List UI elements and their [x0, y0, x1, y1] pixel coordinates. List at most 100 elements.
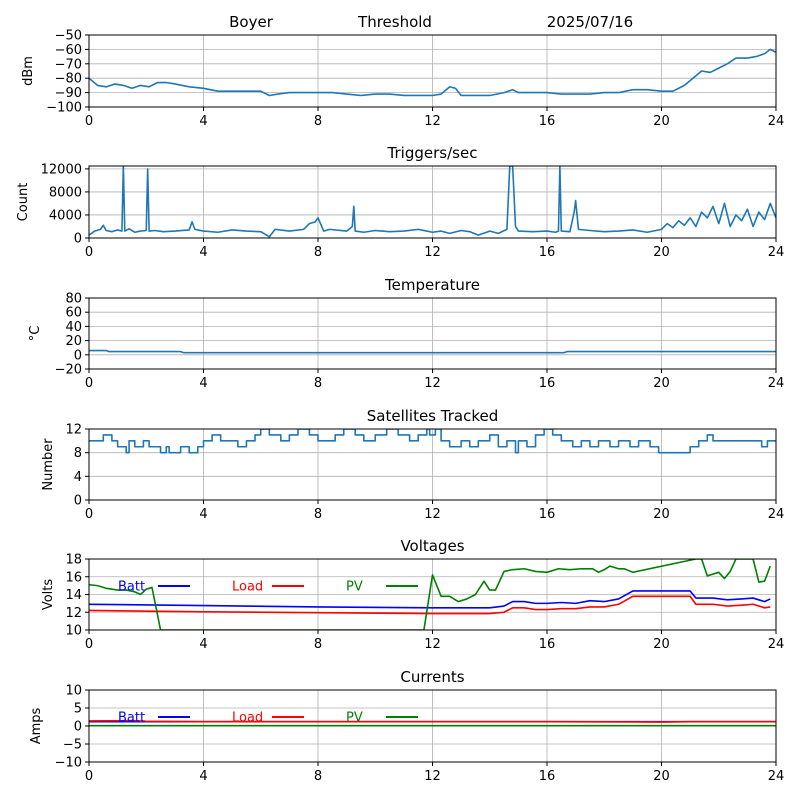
y-tick-label: 60 — [65, 306, 82, 321]
y-tick-label: −90 — [55, 86, 82, 101]
series-line-pv — [89, 559, 772, 630]
y-axis-label: Number — [41, 438, 56, 491]
y-tick-label: 0 — [74, 494, 82, 509]
series-line-temperature — [89, 349, 776, 354]
y-tick-label: −70 — [55, 57, 82, 72]
legend-label-batt: Batt — [118, 580, 145, 595]
y-tick-label: −50 — [55, 29, 82, 44]
x-tick-label: 0 — [85, 114, 93, 129]
x-tick-label: 12 — [424, 376, 441, 391]
x-tick-label: 12 — [424, 245, 441, 260]
series-line-satellites — [89, 429, 776, 454]
x-tick-label: 8 — [314, 114, 322, 129]
y-tick-label: 8 — [74, 446, 82, 461]
x-tick-label: 4 — [199, 114, 207, 129]
panel-threshold: 0 4 8 12 16 20 24 −100−90−80−70−60−50 dBm — [21, 29, 784, 130]
y-tick-label: −5 — [63, 738, 82, 753]
y-axis-label: dBm — [21, 56, 36, 86]
x-tick-label: 20 — [653, 769, 670, 784]
panel-title: Triggers/sec — [387, 144, 478, 162]
y-tick-label: −60 — [55, 43, 82, 58]
x-tick-label: 24 — [768, 114, 785, 129]
series-line-load — [89, 595, 771, 615]
x-tick-label: 16 — [539, 637, 556, 652]
panel-voltages: 0 4 8 12 16 20 24 10 12 14 16 18 Voltages Volts Batt Lo… — [41, 537, 784, 652]
y-tick-label: 40 — [65, 320, 82, 335]
y-axis-label: Volts — [41, 579, 56, 611]
header-mode: Threshold — [357, 13, 432, 31]
legend-label-load: Load — [232, 580, 263, 595]
x-tick-label: 24 — [768, 507, 785, 522]
y-tick-label: 20 — [65, 334, 82, 349]
x-tick-label: 4 — [199, 376, 207, 391]
y-tick-label: 12 — [65, 606, 82, 621]
panel-triggers: 0 4 8 12 16 20 24 0 4000 8000 12000 Triggers/sec Cou… — [16, 144, 784, 260]
y-tick-label: 10 — [65, 684, 82, 699]
x-tick-label: 4 — [199, 769, 207, 784]
series-group — [89, 48, 776, 97]
x-tick-label: 8 — [314, 637, 322, 652]
y-tick-label: 14 — [65, 588, 82, 603]
legend-label-pv: PV — [346, 580, 363, 595]
series-group — [89, 349, 776, 354]
series-line-triggers — [89, 166, 776, 238]
x-tick-label: 8 — [314, 245, 322, 260]
x-tick-label: 16 — [539, 507, 556, 522]
x-tick-label: 20 — [653, 637, 670, 652]
x-tick-label: 0 — [85, 507, 93, 522]
x-tick-label: 12 — [424, 114, 441, 129]
x-tick-label: 16 — [539, 769, 556, 784]
x-tick-label: 0 — [85, 769, 93, 784]
y-tick-label: 10 — [65, 624, 82, 639]
x-tick-label: 20 — [653, 507, 670, 522]
panel-title: Currents — [400, 668, 464, 686]
series-group — [89, 719, 776, 727]
x-tick-label: 16 — [539, 114, 556, 129]
panel-satellites: 0 4 8 12 16 20 24 0 4 8 12 Satellites Tracked Number — [41, 407, 784, 522]
y-tick-label: 80 — [65, 292, 82, 307]
x-tick-label: 4 — [199, 637, 207, 652]
y-tick-label: 5 — [74, 702, 82, 717]
x-tick-label: 4 — [199, 507, 207, 522]
legend-label-load: Load — [232, 711, 263, 726]
y-tick-label: −10 — [55, 756, 82, 771]
x-tick-label: 24 — [768, 637, 785, 652]
series-line-batt — [89, 590, 771, 609]
y-tick-label: 0 — [74, 720, 82, 735]
x-tick-label: 4 — [199, 245, 207, 260]
x-tick-label: 16 — [539, 376, 556, 391]
x-tick-label: 12 — [424, 507, 441, 522]
series-group — [89, 559, 772, 630]
y-tick-label: −100 — [46, 101, 82, 116]
legend-label-batt: Batt — [118, 711, 145, 726]
series-line-load — [89, 719, 776, 723]
x-tick-label: 0 — [85, 637, 93, 652]
panel-title: Temperature — [384, 276, 480, 294]
panel-currents: 0 4 8 12 16 20 24 −10 −5 0 5 10 Currents Amps Batt Load… — [29, 668, 784, 784]
panel-title: Voltages — [400, 537, 464, 555]
x-tick-label: 24 — [768, 769, 785, 784]
x-tick-label: 0 — [85, 245, 93, 260]
series-group — [89, 429, 776, 454]
x-tick-label: 16 — [539, 245, 556, 260]
y-tick-label: −20 — [55, 363, 82, 378]
y-tick-label: 16 — [65, 570, 82, 585]
x-tick-label: 12 — [424, 769, 441, 784]
y-tick-label: 12000 — [41, 162, 82, 177]
x-tick-label: 8 — [314, 507, 322, 522]
y-axis-label: Amps — [29, 707, 44, 744]
header-site: Boyer — [229, 13, 274, 31]
y-tick-label: 0 — [74, 348, 82, 363]
y-tick-label: −80 — [55, 72, 82, 87]
series-group — [89, 166, 776, 238]
x-tick-label: 24 — [768, 376, 785, 391]
y-tick-label: 4000 — [49, 208, 82, 223]
panel-title: Satellites Tracked — [367, 407, 498, 425]
y-tick-label: 8000 — [49, 185, 82, 200]
y-tick-label: 4 — [74, 470, 82, 485]
x-tick-label: 12 — [424, 637, 441, 652]
